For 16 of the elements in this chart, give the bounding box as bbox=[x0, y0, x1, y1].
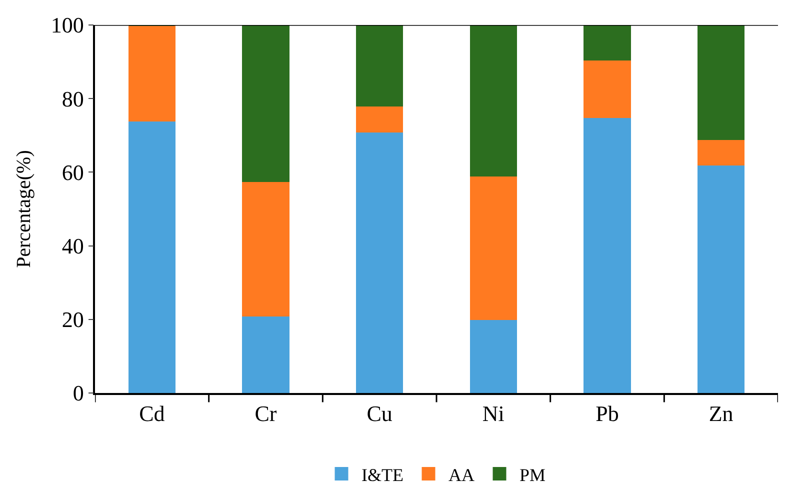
x-tick-label: Zn bbox=[708, 401, 734, 426]
y-tick-label: 100 bbox=[50, 12, 84, 38]
x-tick-label: Ni bbox=[482, 401, 504, 426]
x-tick-label: Cr bbox=[254, 401, 278, 426]
legend-label: AA bbox=[448, 464, 474, 485]
y-tick-label: 60 bbox=[62, 160, 84, 185]
y-tick-label: 0 bbox=[72, 380, 84, 406]
x-tick-label: Pb bbox=[596, 401, 619, 426]
y-tick-label: 80 bbox=[62, 86, 84, 112]
legend-label: I&TE bbox=[362, 464, 404, 485]
x-tick-label: Cu bbox=[366, 401, 392, 426]
y-tick-label: 20 bbox=[62, 307, 84, 332]
y-axis-title: Percentage(%) bbox=[12, 150, 35, 268]
x-tick-label: Cd bbox=[139, 401, 165, 426]
y-tick-label: 40 bbox=[62, 234, 84, 258]
legend-label: PM bbox=[520, 464, 546, 485]
